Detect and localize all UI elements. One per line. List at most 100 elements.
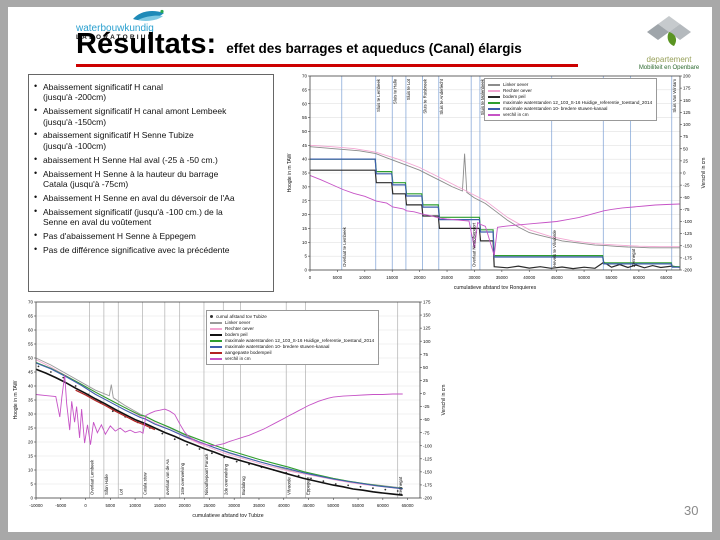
svg-text:75: 75 [423, 352, 429, 357]
legend-entry: verchil in cm [210, 356, 374, 361]
svg-text:Hoogte in m TAW: Hoogte in m TAW [287, 153, 293, 192]
legend-entry: maximale waterstanden 12_103_S-16 Huidig… [488, 100, 652, 105]
svg-text:5: 5 [30, 482, 33, 487]
svg-text:-5000: -5000 [55, 503, 67, 508]
svg-text:-25: -25 [683, 183, 690, 188]
svg-text:65000: 65000 [660, 275, 673, 280]
svg-text:30000: 30000 [468, 275, 481, 280]
svg-text:Sluis te Molenbeek: Sluis te Molenbeek [480, 78, 485, 115]
legend-swatch [488, 95, 500, 98]
legend-swatch [210, 315, 213, 318]
svg-text:60: 60 [302, 101, 308, 106]
svg-text:0: 0 [30, 496, 33, 501]
svg-text:125: 125 [683, 110, 691, 115]
series-point [37, 365, 40, 368]
legend-label: bodem peil [503, 94, 526, 99]
series-line [75, 389, 156, 431]
svg-text:0: 0 [423, 391, 426, 396]
svg-text:Hevels te Vilvoorde: Hevels te Vilvoorde [552, 229, 557, 267]
svg-text:65: 65 [28, 314, 34, 319]
svg-text:Sluis te Lot: Sluis te Lot [406, 78, 411, 100]
legend-label: Rechter oever [503, 88, 532, 93]
svg-text:15: 15 [28, 454, 34, 459]
svg-text:0: 0 [683, 171, 686, 176]
series-point [74, 385, 77, 387]
svg-text:40000: 40000 [278, 503, 291, 508]
svg-text:-75: -75 [423, 430, 430, 435]
summary-bullet-box: Abaissement significatif H canal (jusqu'… [28, 74, 274, 292]
svg-text:-25: -25 [423, 404, 430, 409]
title-underline [76, 64, 578, 67]
legend-entry: Rechter oever [210, 326, 374, 331]
svg-text:-150: -150 [683, 243, 693, 248]
svg-text:35000: 35000 [253, 503, 266, 508]
legend-swatch [210, 357, 222, 360]
svg-text:45000: 45000 [551, 275, 564, 280]
legend-entry: maximale waterstanden 10- bredere stuwen… [488, 106, 652, 111]
svg-text:-200: -200 [683, 268, 693, 273]
svg-text:25: 25 [683, 158, 689, 163]
svg-text:Zennegat: Zennegat [631, 248, 636, 267]
svg-text:30: 30 [28, 412, 34, 417]
svg-text:Lot: Lot [118, 488, 123, 495]
svg-text:75: 75 [683, 134, 689, 139]
svg-text:-100: -100 [683, 219, 693, 224]
series-point [173, 438, 176, 441]
svg-text:Sifon Halle: Sifon Halle [104, 474, 109, 495]
svg-text:65: 65 [302, 87, 308, 92]
legend-entry: verchil in cm [488, 112, 652, 117]
svg-text:150: 150 [423, 313, 431, 318]
legend-swatch [488, 83, 500, 86]
waterbouwkundig-logo-icon [132, 8, 166, 29]
svg-text:20000: 20000 [414, 275, 427, 280]
chart-canal-plot: 0 5 10 15 20 25 30 35 40 45 50 55 60 65 70 -200 -175 -150… [287, 74, 707, 291]
legend-entry: bodem peil [210, 332, 374, 337]
bullet-item: abaissement significatif H Senne Tubize … [34, 129, 269, 151]
legend-label: maximale waterstanden 12_103_S-16 Huidig… [503, 100, 653, 105]
svg-text:25000: 25000 [203, 503, 216, 508]
svg-text:-10000: -10000 [29, 503, 43, 508]
series-line [310, 158, 680, 268]
legend-label: maximale waterstanden 10- bredere stuwen… [503, 106, 608, 111]
legend-swatch [210, 351, 222, 354]
bullet-item: Pas de différence significative avec la … [34, 244, 269, 255]
svg-text:30: 30 [302, 184, 308, 189]
svg-text:45: 45 [302, 143, 308, 148]
svg-text:-125: -125 [423, 456, 433, 461]
svg-text:Sluis Van Wintam: Sluis Van Wintam [672, 79, 677, 113]
svg-text:15000: 15000 [154, 503, 167, 508]
series-point [49, 371, 52, 373]
svg-text:10000: 10000 [129, 503, 142, 508]
svg-text:60000: 60000 [377, 503, 390, 508]
logo-left-line1: waterbouwkundig [76, 23, 154, 34]
bullet-list: Abaissement significatif H canal (jusqu'… [34, 81, 269, 255]
svg-text:40000: 40000 [523, 275, 536, 280]
svg-text:15: 15 [302, 226, 308, 231]
svg-text:55000: 55000 [606, 275, 619, 280]
svg-text:Sluis te Halle: Sluis te Halle [392, 78, 397, 104]
page-number: 30 [684, 503, 699, 518]
page-subtitle: effet des barrages et aqueducs (Canal) é… [226, 41, 522, 56]
svg-text:0: 0 [84, 503, 87, 508]
svg-text:45000: 45000 [303, 503, 316, 508]
series-point [235, 460, 238, 463]
series-line [35, 375, 403, 447]
svg-text:-100: -100 [423, 443, 433, 448]
legend-entry: maximale waterstanden 10- bredere stuwen… [210, 344, 374, 349]
legend-label: verchil in cm [225, 356, 251, 361]
svg-text:Budabrug: Budabrug [241, 476, 246, 495]
bullet-item: Abaissement significatif (jusqu'à -100 c… [34, 206, 269, 228]
svg-text:55: 55 [28, 342, 34, 347]
svg-text:Eppegem: Eppegem [306, 476, 311, 495]
svg-text:Vilvoorde: Vilvoorde [286, 477, 291, 495]
svg-text:0: 0 [309, 275, 312, 280]
svg-text:125: 125 [423, 326, 431, 331]
series-point [186, 443, 189, 446]
series-point [359, 485, 362, 488]
svg-text:65000: 65000 [402, 503, 415, 508]
svg-text:20: 20 [302, 212, 308, 217]
svg-text:15000: 15000 [386, 275, 399, 280]
svg-text:20000: 20000 [179, 503, 192, 508]
svg-text:-50: -50 [423, 417, 430, 422]
svg-text:35000: 35000 [496, 275, 509, 280]
